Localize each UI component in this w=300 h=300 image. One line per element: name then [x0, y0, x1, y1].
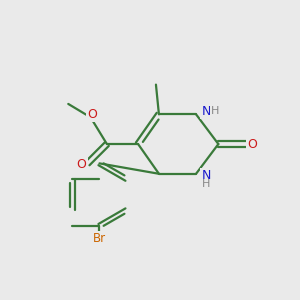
- Text: O: O: [247, 138, 257, 151]
- Text: Br: Br: [93, 232, 106, 245]
- Text: N: N: [201, 105, 211, 118]
- Text: O: O: [77, 158, 87, 171]
- Text: N: N: [201, 169, 211, 182]
- Text: H: H: [211, 106, 219, 116]
- Text: O: O: [87, 108, 97, 122]
- Text: H: H: [201, 179, 210, 189]
